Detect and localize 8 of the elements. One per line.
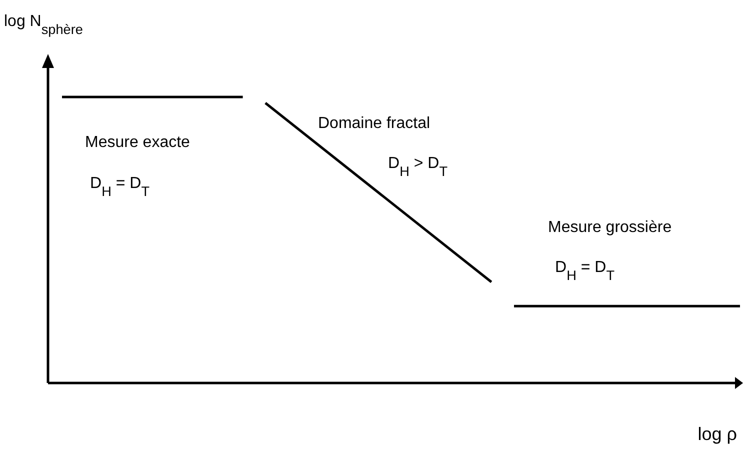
annotation: Domaine fractal [318,115,430,132]
x-axis-title: log ρ [698,424,737,444]
annotation: Mesure grossière [548,219,672,236]
y-axis-title: log N$_{sphère}$ [4,13,83,36]
annotation: D$_{H}$ = D$_{T}$ [555,259,614,282]
annotation: D$_{H}$ = D$_{T}$ [90,175,150,198]
annotation: Mesure exacte [85,134,190,151]
annotation: D$_{H}$ > D$_{T}$ [388,155,448,178]
